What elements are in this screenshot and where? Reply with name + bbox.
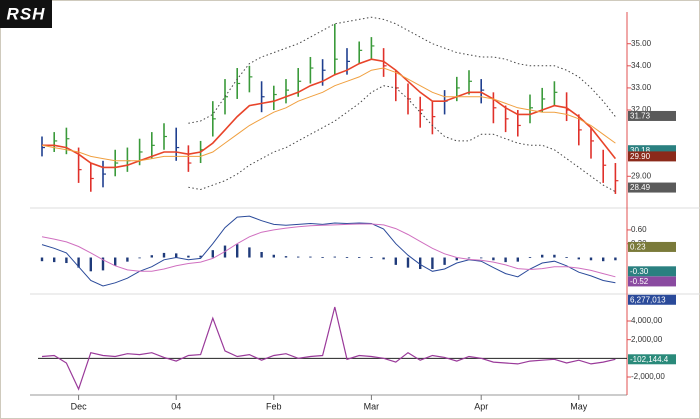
histogram-bar [126, 257, 129, 262]
value-box [628, 145, 676, 156]
histogram-bar [614, 257, 617, 261]
line [188, 16, 616, 124]
value-box [628, 266, 676, 277]
histogram-bar [358, 257, 361, 258]
histogram-bar [577, 257, 580, 260]
histogram-bar [53, 257, 56, 263]
histogram-bar [467, 257, 471, 259]
line [41, 223, 616, 278]
histogram-bar [309, 256, 312, 258]
value-box-label: -0.52 [630, 277, 649, 286]
histogram-bar [504, 257, 507, 263]
histogram-bar [321, 257, 324, 258]
y-tick-label: 4,000,00 [631, 316, 663, 325]
value-box [628, 354, 676, 365]
histogram-bar [541, 254, 544, 258]
line [41, 215, 616, 287]
histogram-bar [589, 257, 593, 261]
histogram-bar [101, 257, 105, 271]
histogram-bar [114, 257, 117, 266]
value-box [628, 276, 676, 287]
x-tick-label: Mar [364, 401, 380, 411]
x-tick-label: Apr [474, 401, 488, 411]
histogram-bar [40, 257, 44, 262]
value-box-label: -0.30 [630, 267, 649, 276]
line [41, 306, 616, 391]
y-tick-label: 2,000,00 [631, 335, 663, 344]
line [42, 58, 617, 169]
value-box-label: 6,277,013 [630, 295, 666, 304]
histogram-bar [248, 247, 251, 258]
histogram-bar [516, 257, 519, 262]
y-tick-label: 34.00 [631, 61, 652, 70]
histogram-bar [211, 250, 214, 258]
histogram-bar [175, 253, 178, 258]
y-tick-label: -2,000,00 [631, 372, 665, 381]
histogram-bar [565, 257, 568, 258]
value-box [628, 182, 676, 193]
value-box [628, 241, 676, 252]
x-tick-label: 04 [171, 401, 181, 411]
histogram-bar [406, 257, 410, 268]
histogram-bar [187, 255, 190, 258]
histogram-bar [260, 252, 263, 258]
histogram-bar [138, 257, 141, 259]
histogram-bar [236, 244, 239, 258]
logo-box [0, 0, 52, 28]
histogram-bar [162, 252, 166, 258]
y-tick-label: 29.00 [631, 171, 652, 180]
histogram-bar [394, 257, 397, 265]
histogram-bar [89, 257, 92, 272]
y-tick-label: 33.00 [631, 83, 652, 92]
histogram-bar [419, 257, 422, 270]
x-tick-label: Dec [71, 401, 88, 411]
histogram-bar [492, 257, 495, 261]
y-tick-label: 32.00 [631, 105, 652, 114]
histogram-bar [553, 254, 556, 258]
x-tick-label: Feb [266, 401, 282, 411]
line [41, 67, 616, 162]
logo-title: RSH [7, 4, 46, 23]
histogram-bar [65, 257, 68, 264]
histogram-bar [333, 256, 336, 258]
histogram-bar [77, 257, 80, 268]
x-tick-label: May [570, 401, 588, 411]
value-box-label: 0.23 [630, 243, 646, 252]
histogram-bar [480, 257, 483, 259]
value-box-label: -102,144.4 [630, 355, 669, 364]
histogram-bar [602, 257, 605, 262]
line [188, 85, 616, 193]
value-box-label: 29.90 [630, 152, 651, 161]
histogram-bar [199, 255, 202, 258]
histogram-bar [370, 257, 373, 258]
histogram-bar [455, 257, 458, 261]
histogram-bar [272, 254, 275, 258]
histogram-bar [528, 257, 532, 258]
histogram-bar [443, 257, 446, 265]
y-tick-label: 0.60 [631, 225, 647, 234]
value-box [628, 110, 676, 121]
histogram-bar [150, 255, 153, 258]
histogram-bar [297, 256, 300, 258]
value-box-label: 31.73 [630, 112, 651, 121]
value-box [628, 151, 676, 162]
histogram-bar [284, 256, 288, 258]
y-tick-label: 35.00 [631, 39, 652, 48]
value-box-label: 30.18 [630, 146, 651, 155]
value-box [628, 294, 676, 305]
value-box-label: 28.49 [630, 183, 651, 192]
histogram-bar [382, 257, 385, 260]
histogram-bar [431, 257, 434, 270]
histogram-bar [345, 257, 349, 258]
